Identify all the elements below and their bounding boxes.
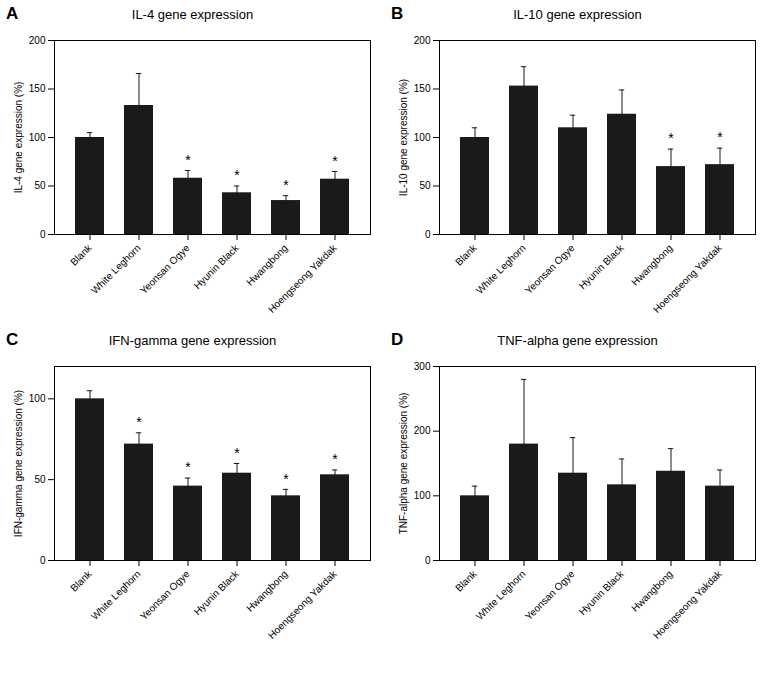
svg-text:*: * [185,459,191,475]
html-text:IFN-gamma gene expression: IFN-gamma gene expression [108,333,277,348]
svg-text:100: 100 [414,132,431,143]
svg-text:Yeonsan Ogye: Yeonsan Ogye [523,242,577,296]
svg-text:*: * [283,177,289,193]
svg-text:Hyunin Black: Hyunin Black [577,242,627,292]
html-text:A: A [6,4,19,23]
svg-text:White Leghorn: White Leghorn [474,568,528,622]
html-text:D: D [391,330,404,349]
svg-text:0: 0 [40,555,46,566]
svg-text:200: 200 [414,425,431,436]
svg-text:Hoengseong Yakdak: Hoengseong Yakdak [266,242,339,315]
svg-text:White Leghorn: White Leghorn [89,568,143,622]
svg-text:IFN-gamma gene expression (%): IFN-gamma gene expression (%) [13,390,24,537]
svg-text:50: 50 [34,474,46,485]
svg-text:White Leghorn: White Leghorn [474,242,528,296]
html-text:C: C [6,330,19,349]
svg-text:Hwangbong: Hwangbong [629,242,675,288]
svg-text:Hyunin Black: Hyunin Black [192,242,242,292]
svg-text:Hoengseong Yakdak: Hoengseong Yakdak [266,568,339,641]
svg-text:100: 100 [414,490,431,501]
svg-text:100: 100 [29,393,46,404]
svg-text:*: * [185,152,191,168]
svg-text:Hwangbong: Hwangbong [244,568,290,614]
html-text:TNF-alpha gene expression: TNF-alpha gene expression [497,333,658,348]
html-text:B: B [391,4,404,23]
svg-text:*: * [332,451,338,467]
svg-text:*: * [332,153,338,169]
svg-text:Hyunin Black: Hyunin Black [577,568,627,618]
svg-text:300: 300 [414,361,431,372]
svg-text:Blank: Blank [453,568,479,594]
svg-text:200: 200 [29,35,46,46]
svg-text:150: 150 [414,83,431,94]
svg-text:200: 200 [414,35,431,46]
svg-text:0: 0 [40,229,46,240]
svg-text:Yeonsan Ogye: Yeonsan Ogye [138,568,192,622]
svg-text:Blank: Blank [68,242,94,268]
svg-text:Hoengseong Yakdak: Hoengseong Yakdak [651,242,724,315]
svg-text:100: 100 [29,132,46,143]
svg-text:*: * [234,445,240,461]
svg-text:*: * [283,471,289,487]
svg-text:0: 0 [425,229,431,240]
svg-text:*: * [136,414,142,430]
svg-text:*: * [717,129,723,145]
svg-text:Hoengseong Yakdak: Hoengseong Yakdak [651,568,724,641]
svg-text:Hyunin Black: Hyunin Black [192,568,242,618]
svg-text:*: * [234,167,240,183]
svg-text:TNF-alpha gene expression (%): TNF-alpha gene expression (%) [398,393,409,535]
svg-text:0: 0 [425,555,431,566]
svg-text:White Leghorn: White Leghorn [89,242,143,296]
svg-text:Blank: Blank [68,568,94,594]
svg-text:50: 50 [34,180,46,191]
svg-text:150: 150 [29,83,46,94]
svg-text:Blank: Blank [453,242,479,268]
svg-text:Hwangbong: Hwangbong [244,242,290,288]
svg-text:Yeonsan Ogye: Yeonsan Ogye [138,242,192,296]
html-text:IL-4 gene expression: IL-4 gene expression [131,7,254,22]
html-text:IL-10 gene expression: IL-10 gene expression [513,7,642,22]
svg-text:IL-10 gene expression (%): IL-10 gene expression (%) [398,79,409,196]
svg-text:*: * [668,130,674,146]
svg-text:Hwangbong: Hwangbong [629,568,675,614]
svg-text:50: 50 [419,180,431,191]
svg-text:IL-4 gene expression (%): IL-4 gene expression (%) [13,82,24,194]
svg-text:Yeonsan Ogye: Yeonsan Ogye [523,568,577,622]
